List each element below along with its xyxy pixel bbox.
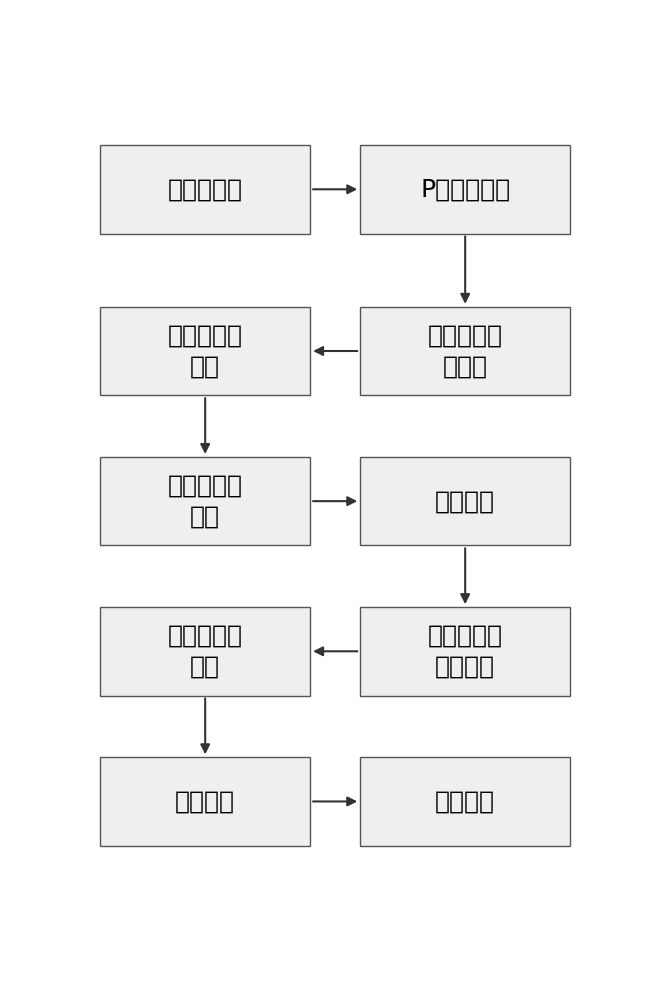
Text: 外延层生长: 外延层生长 bbox=[167, 177, 243, 201]
Text: 发射区离子
注入: 发射区离子 注入 bbox=[167, 323, 243, 379]
Bar bbox=[100, 457, 310, 545]
Text: P阱离子注入: P阱离子注入 bbox=[420, 177, 510, 201]
Text: 电极制备: 电极制备 bbox=[175, 789, 235, 813]
Bar bbox=[100, 607, 310, 696]
Text: 体接触区离
子注入: 体接触区离 子注入 bbox=[428, 323, 503, 379]
Text: 集电极离子
注入: 集电极离子 注入 bbox=[167, 473, 243, 529]
Bar bbox=[360, 307, 570, 395]
Text: 多晶硅栅的
淀积: 多晶硅栅的 淀积 bbox=[167, 624, 243, 679]
Text: 栅氧化层的
生长刻蚀: 栅氧化层的 生长刻蚀 bbox=[428, 624, 503, 679]
Bar bbox=[100, 307, 310, 395]
Bar bbox=[100, 757, 310, 846]
Bar bbox=[360, 457, 570, 545]
Bar bbox=[360, 607, 570, 696]
Text: 高温退火: 高温退火 bbox=[435, 489, 495, 513]
Bar bbox=[360, 757, 570, 846]
Bar bbox=[360, 145, 570, 234]
Bar bbox=[100, 145, 310, 234]
Text: 金属烧结: 金属烧结 bbox=[435, 789, 495, 813]
